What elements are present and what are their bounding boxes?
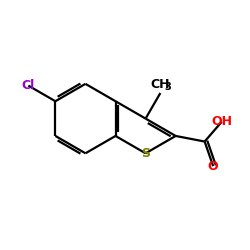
Text: O: O	[208, 160, 218, 173]
Text: OH: OH	[211, 115, 232, 128]
Text: Cl: Cl	[22, 79, 35, 92]
Text: 3: 3	[164, 82, 171, 92]
Text: S: S	[141, 147, 150, 160]
Text: CH: CH	[150, 78, 170, 91]
